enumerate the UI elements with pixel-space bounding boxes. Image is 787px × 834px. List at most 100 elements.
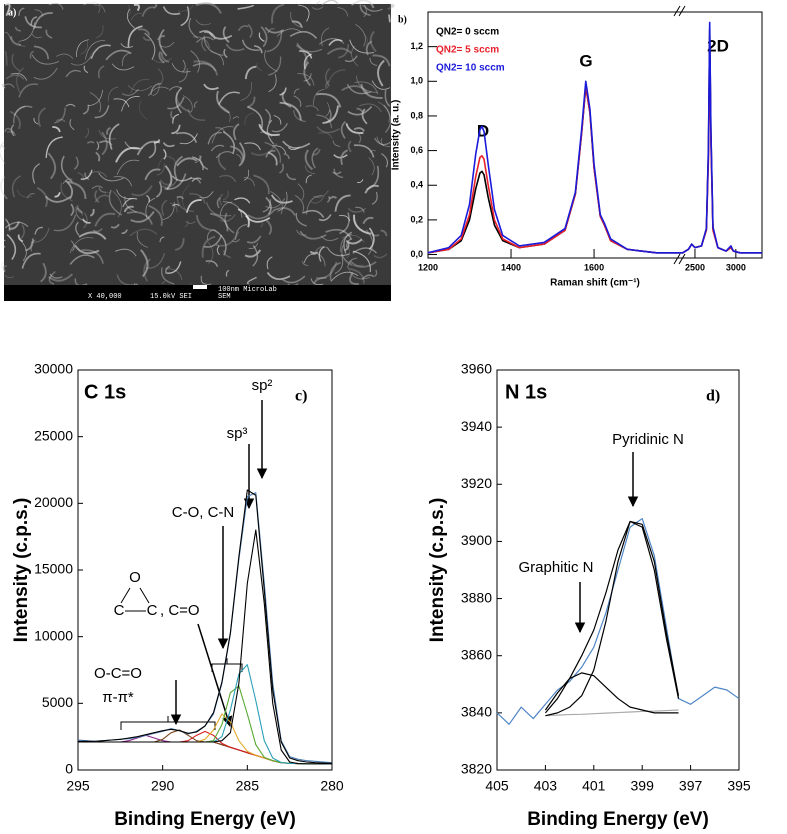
sem-fiber bbox=[165, 268, 183, 281]
sem-fiber bbox=[62, 178, 73, 185]
sem-fiber bbox=[223, 48, 228, 59]
sem-fiber bbox=[107, 86, 119, 102]
panel-title: C 1s bbox=[84, 381, 126, 403]
sem-fiber bbox=[84, 172, 90, 181]
sem-fiber bbox=[131, 185, 153, 197]
sem-fiber bbox=[338, 44, 350, 59]
sem-fiber bbox=[187, 109, 206, 121]
sem-fiber bbox=[215, 231, 240, 247]
plot-frame bbox=[77, 369, 333, 771]
annotation: Pyridinic N bbox=[612, 431, 684, 448]
sem-fiber bbox=[347, 257, 357, 269]
sem-fiber bbox=[203, 234, 223, 248]
x-tick-label: 2500 bbox=[685, 262, 705, 272]
sem-fiber bbox=[347, 140, 352, 153]
bracket bbox=[211, 658, 243, 672]
sem-fiber bbox=[297, 72, 315, 86]
sem-fiber bbox=[247, 106, 263, 129]
y-tick-label: 3920 bbox=[461, 475, 492, 491]
sem-fiber bbox=[153, 4, 158, 9]
sem-fiber bbox=[205, 260, 219, 267]
sem-fiber bbox=[219, 174, 237, 183]
sem-fiber bbox=[248, 242, 259, 249]
sem-fiber bbox=[10, 124, 15, 137]
sem-fiber bbox=[325, 109, 332, 124]
sem-fiber bbox=[264, 141, 282, 164]
sem-fiber bbox=[10, 36, 22, 47]
sem-fiber bbox=[206, 202, 232, 217]
sem-fiber bbox=[271, 122, 288, 133]
sem-fiber bbox=[94, 194, 109, 203]
sem-fiber bbox=[215, 151, 235, 159]
sem-fiber bbox=[37, 107, 46, 127]
x-tick-label: 395 bbox=[727, 778, 751, 794]
sem-fiber bbox=[355, 23, 366, 47]
sem-fiber bbox=[2, 265, 7, 272]
sem-fiber bbox=[158, 50, 165, 64]
sem-fiber bbox=[159, 236, 165, 243]
sem-fiber bbox=[116, 274, 138, 286]
sem-fiber bbox=[65, 179, 74, 200]
sem-fiber bbox=[171, 203, 180, 207]
x-axis-title: Raman shift (cm⁻¹) bbox=[550, 278, 640, 289]
panel-title: N 1s bbox=[505, 381, 547, 403]
sem-fiber bbox=[339, 212, 350, 235]
sem-fiber bbox=[106, 127, 111, 135]
sem-fiber bbox=[216, 197, 221, 209]
sem-fiber bbox=[55, 118, 66, 123]
x-tick-label: 1200 bbox=[418, 262, 438, 272]
sem-fiber bbox=[177, 4, 194, 12]
sem-fiber bbox=[89, 92, 102, 113]
sem-fiber bbox=[369, 57, 378, 66]
sem-fiber bbox=[325, 67, 331, 87]
annotation: O-C=O bbox=[94, 665, 142, 682]
sem-fiber bbox=[348, 270, 371, 280]
data-line bbox=[427, 21, 762, 254]
sem-fiber bbox=[334, 253, 344, 274]
y-tick-label: 0,8 bbox=[410, 110, 423, 120]
y-tick-label: 20000 bbox=[34, 494, 73, 510]
sem-fiber bbox=[122, 197, 138, 208]
sem-fiber bbox=[318, 214, 332, 222]
sem-fiber bbox=[157, 35, 166, 41]
sem-fiber bbox=[158, 29, 168, 57]
sem-fiber bbox=[69, 119, 75, 131]
sem-fiber bbox=[266, 220, 273, 236]
sem-fiber bbox=[253, 45, 263, 54]
sem-fiber bbox=[310, 251, 326, 267]
y-tick-label: 0,0 bbox=[410, 249, 423, 259]
sem-fiber bbox=[1, 239, 6, 248]
sem-fiber bbox=[311, 6, 324, 10]
sem-fiber bbox=[201, 235, 216, 258]
sem-fiber bbox=[33, 67, 58, 80]
sem-fiber bbox=[347, 105, 373, 116]
data-line bbox=[496, 517, 740, 725]
sem-fiber bbox=[84, 127, 90, 139]
sem-fiber bbox=[246, 235, 262, 244]
sem-fiber bbox=[216, 90, 230, 114]
sem-fiber bbox=[374, 137, 391, 146]
y-tick-label: 5000 bbox=[42, 694, 73, 710]
sem-fiber bbox=[328, 39, 343, 46]
sem-fiber bbox=[266, 256, 273, 270]
sem-fiber bbox=[203, 35, 224, 57]
sem-fiber bbox=[121, 96, 140, 112]
sem-fiber bbox=[85, 40, 106, 60]
sem-fiber bbox=[97, 65, 105, 79]
sem-fiber bbox=[262, 199, 271, 213]
sem-info-bar bbox=[4, 285, 391, 301]
sem-fiber bbox=[30, 239, 36, 252]
sem-fiber bbox=[164, 173, 187, 190]
sem-fiber bbox=[137, 28, 151, 36]
sem-fiber bbox=[195, 19, 211, 26]
x-tick-label: 403 bbox=[534, 778, 558, 794]
sem-fiber bbox=[167, 96, 185, 110]
sem-fiber bbox=[296, 229, 307, 236]
sem-fiber bbox=[315, 0, 320, 6]
sem-fiber bbox=[267, 151, 278, 166]
sem-fiber bbox=[316, 114, 333, 129]
sem-fiber bbox=[94, 190, 100, 204]
sem-texture bbox=[0, 0, 395, 288]
sem-fiber bbox=[383, 104, 392, 133]
x-tick-label: 285 bbox=[236, 778, 260, 794]
